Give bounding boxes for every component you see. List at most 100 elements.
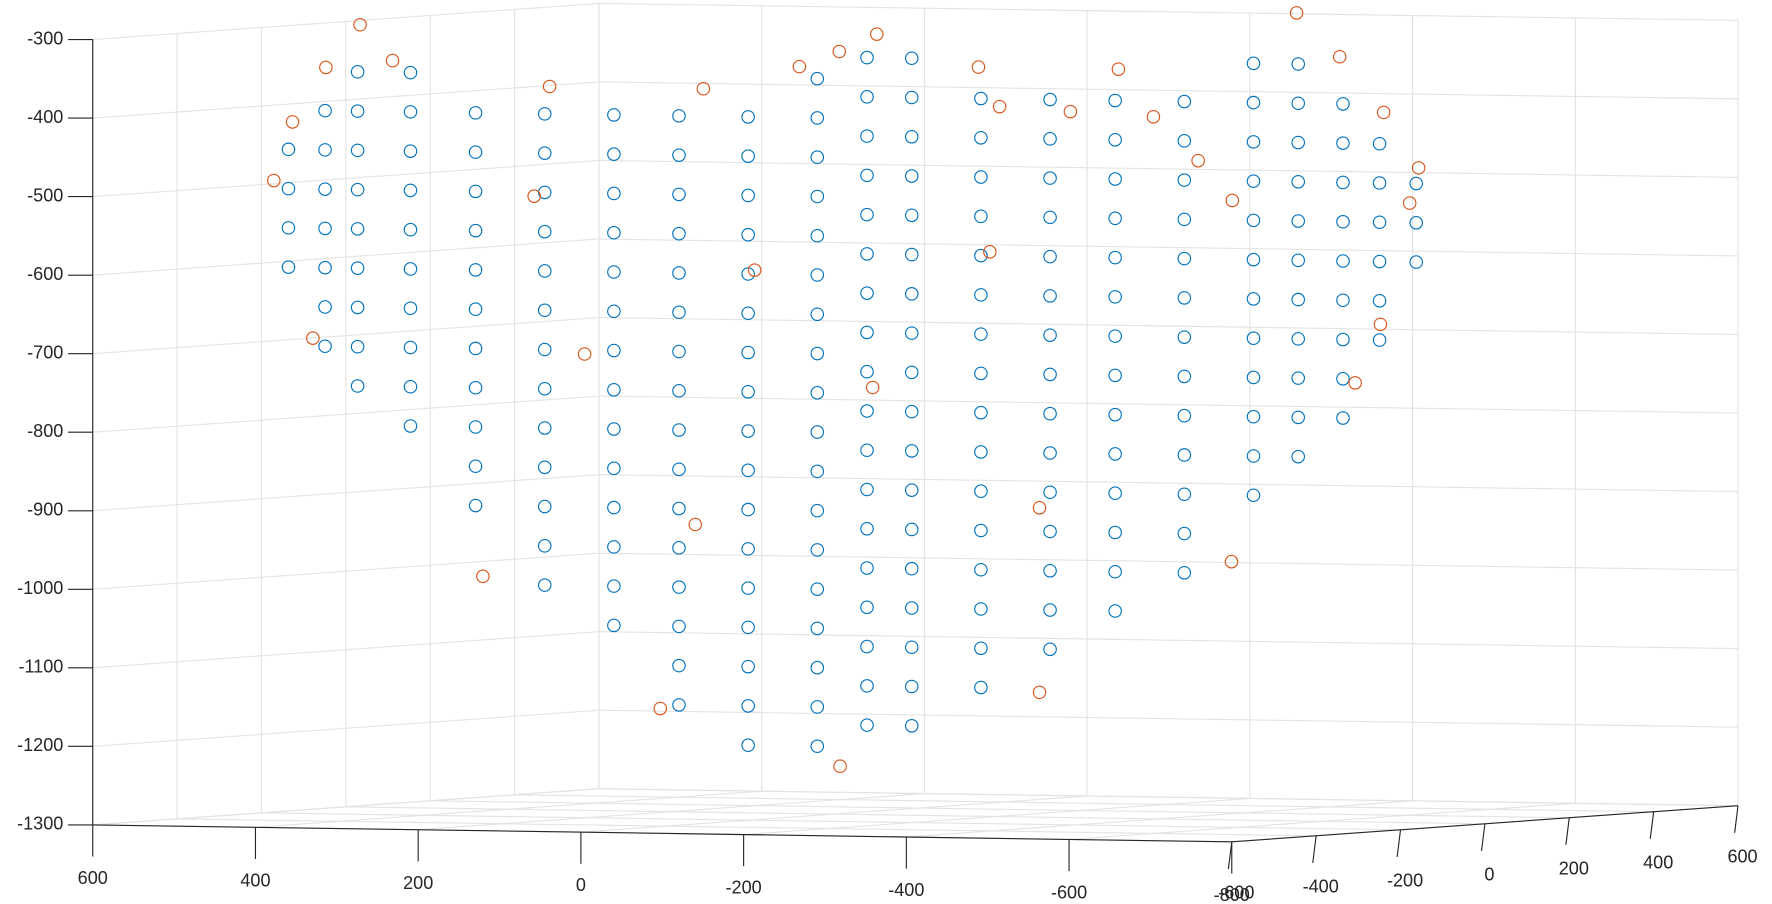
data-point <box>974 91 988 106</box>
data-point <box>1246 56 1261 71</box>
data-point <box>537 578 552 592</box>
data-point <box>1409 255 1423 269</box>
data-point <box>1108 564 1122 579</box>
data-point <box>350 222 365 236</box>
data-point <box>904 247 919 262</box>
data-point <box>904 208 919 223</box>
grid-line <box>92 81 600 119</box>
data-point <box>741 463 755 478</box>
data-point <box>672 266 686 280</box>
data-point <box>741 738 755 752</box>
data-point <box>860 325 874 340</box>
data-point <box>1108 525 1122 540</box>
data-point <box>1043 92 1057 107</box>
data-point <box>810 268 825 282</box>
data-point <box>403 65 418 80</box>
data-point <box>537 342 552 357</box>
data-point <box>1177 251 1192 266</box>
data-point <box>403 222 418 237</box>
data-point <box>860 207 874 222</box>
data-point <box>747 263 762 277</box>
data-point <box>1108 407 1122 422</box>
data-point <box>537 107 552 121</box>
data-point <box>1191 153 1205 168</box>
data-point <box>974 288 988 302</box>
grid-line <box>92 709 600 747</box>
data-point <box>904 444 919 458</box>
data-point <box>1177 291 1192 305</box>
data-point <box>904 169 919 183</box>
data-point <box>1043 603 1057 617</box>
data-point <box>1372 254 1387 269</box>
data-point <box>1336 254 1350 268</box>
data-point <box>1291 96 1306 111</box>
data-point <box>1224 554 1239 569</box>
data-point <box>318 182 332 196</box>
data-point <box>974 641 988 656</box>
data-point <box>904 522 919 537</box>
data-point <box>1063 104 1078 119</box>
data-point <box>904 483 919 497</box>
data-point <box>1043 249 1057 264</box>
data-point <box>974 170 988 184</box>
data-point <box>974 209 988 224</box>
data-point <box>1108 604 1122 618</box>
data-point <box>696 81 711 96</box>
data-point <box>741 188 755 203</box>
x-tick-label: 400 <box>240 870 270 890</box>
data-point <box>974 445 988 459</box>
data-point <box>672 501 686 516</box>
data-point <box>860 482 874 497</box>
data-point <box>1291 332 1306 346</box>
data-point <box>1336 97 1350 111</box>
data-point <box>904 129 919 144</box>
data-point <box>1043 328 1057 342</box>
data-point <box>741 149 755 163</box>
y-tick-label: -600 <box>1218 883 1254 903</box>
data-point <box>741 385 755 399</box>
data-point <box>741 424 755 438</box>
data-point <box>281 142 296 157</box>
data-point <box>1177 94 1192 109</box>
data-point <box>350 104 365 118</box>
data-point <box>1336 293 1350 308</box>
data-point <box>983 245 997 259</box>
data-point <box>281 181 296 196</box>
data-point <box>904 640 919 655</box>
data-point <box>810 503 825 518</box>
data-point <box>1409 216 1423 230</box>
data-point <box>810 386 825 400</box>
data-point <box>1291 57 1306 71</box>
y-tick-label: 0 <box>1484 865 1494 885</box>
data-point <box>1043 485 1057 500</box>
data-point <box>810 228 825 243</box>
data-point <box>607 618 621 633</box>
data-point <box>318 260 332 275</box>
data-point <box>607 422 621 436</box>
data-point <box>1332 49 1347 64</box>
data-point <box>281 221 296 235</box>
z-tick-label: -600 <box>27 264 63 284</box>
y-tick-label: 600 <box>1727 846 1757 866</box>
data-point <box>403 144 418 158</box>
data-point <box>468 184 483 199</box>
data-point <box>810 621 825 636</box>
data-point <box>350 300 365 315</box>
y-tick-mark <box>1734 805 1739 833</box>
data-point <box>267 173 281 188</box>
data-point <box>860 561 874 575</box>
data-point <box>1246 449 1261 463</box>
data-point <box>810 660 825 675</box>
data-point <box>403 105 418 119</box>
data-point <box>860 129 874 143</box>
data-point <box>1177 212 1192 227</box>
data-point <box>1372 333 1387 347</box>
data-point <box>1246 331 1261 345</box>
data-point <box>865 380 880 395</box>
data-point <box>672 541 686 555</box>
data-point <box>1336 372 1350 386</box>
data-point <box>537 224 552 239</box>
data-point <box>1291 371 1306 385</box>
data-point <box>810 582 825 596</box>
